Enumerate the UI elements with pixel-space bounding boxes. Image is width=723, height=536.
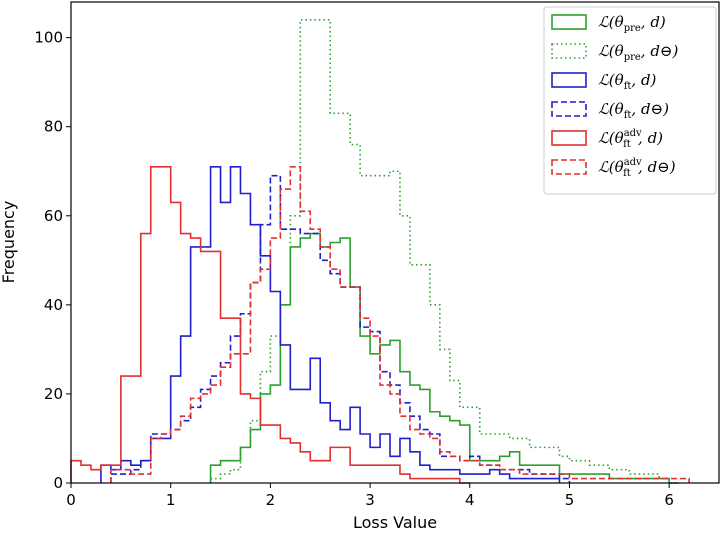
y-tick-label: 20 — [44, 385, 63, 403]
legend-entry: ℒ(θft, d⊖) — [551, 100, 669, 121]
legend-label-sup: adv — [624, 128, 642, 139]
x-tick-label: 1 — [166, 491, 176, 509]
legend-swatch — [551, 130, 587, 146]
x-tick-label: 6 — [664, 491, 674, 509]
legend-label-main: ℒ(θ — [598, 13, 624, 31]
legend-label-tail: , d⊖) — [631, 100, 669, 118]
series-2-histogram — [100, 165, 561, 483]
legend-label-tail: , d⊖) — [641, 42, 679, 60]
y-tick-label: 60 — [44, 207, 63, 225]
legend-label: ℒ(θpre, d) — [598, 13, 666, 34]
legend-label: ℒ(θft, d) — [598, 71, 657, 92]
legend-swatch — [551, 43, 587, 59]
x-axis-ticks: 0 1 2 3 4 5 6 — [66, 483, 674, 509]
x-tick-label: 0 — [66, 491, 76, 509]
legend-entry: ℒ(θpre, d) — [551, 13, 666, 34]
series-0-histogram — [209, 232, 680, 484]
legend-swatch — [551, 72, 587, 88]
legend-label-tail: , d) — [638, 129, 663, 147]
y-tick-label: 100 — [34, 29, 63, 47]
legend-swatch — [551, 159, 587, 175]
legend-label-main: ℒ(θ — [598, 71, 624, 89]
legend-label-main: ℒ(θ — [598, 129, 624, 147]
legend-label-tail: , d⊖) — [638, 158, 676, 176]
x-tick-label: 4 — [465, 491, 475, 509]
x-tick-label: 3 — [365, 491, 375, 509]
x-axis-label: Loss Value — [353, 513, 437, 532]
legend: ℒ(θpre, d)ℒ(θpre, d⊖)ℒ(θft, d)ℒ(θft, d⊖)… — [543, 6, 717, 195]
legend-entries: ℒ(θpre, d)ℒ(θpre, d⊖)ℒ(θft, d)ℒ(θft, d⊖)… — [551, 13, 679, 179]
legend-label-sub: ft — [624, 81, 632, 92]
legend-label-sub: ft — [623, 139, 631, 150]
legend-label-main: ℒ(θ — [598, 42, 624, 60]
series-5-histogram — [110, 165, 690, 483]
legend-label: ℒ(θadv ft , d⊖) — [598, 157, 676, 179]
legend-label-sup: adv — [624, 157, 642, 168]
legend-label: ℒ(θpre, d⊖) — [598, 42, 679, 63]
legend-label-main: ℒ(θ — [598, 158, 624, 176]
histogram-series-layer — [70, 19, 690, 484]
legend-label-sub: pre — [624, 23, 641, 34]
y-axis-ticks: 0 20 40 60 80 100 — [34, 29, 71, 492]
legend-label: ℒ(θft, d⊖) — [598, 100, 669, 121]
y-tick-label: 0 — [53, 474, 63, 492]
legend-label-sub: ft — [624, 110, 632, 121]
legend-entry: ℒ(θadv ft , d⊖) — [551, 157, 676, 179]
legend-entry: ℒ(θpre, d⊖) — [551, 42, 679, 63]
legend-entry: ℒ(θadv ft , d) — [551, 128, 663, 150]
legend-label-sub: pre — [624, 52, 641, 63]
plot-frame — [70, 1, 720, 484]
legend-entry: ℒ(θft, d) — [551, 71, 657, 92]
y-axis-label: Frequency — [0, 201, 18, 284]
legend-label: ℒ(θadv ft , d) — [598, 128, 663, 150]
y-tick-label: 40 — [44, 296, 63, 314]
series-4-histogram — [70, 165, 470, 484]
legend-label-tail: , d) — [631, 71, 656, 89]
x-tick-label: 2 — [266, 491, 276, 509]
legend-label-tail: , d) — [641, 13, 666, 31]
legend-swatch — [551, 14, 587, 30]
y-tick-label: 80 — [44, 118, 63, 136]
legend-swatch — [551, 101, 587, 117]
legend-label-sub: ft — [623, 168, 631, 179]
legend-label-main: ℒ(θ — [598, 100, 624, 118]
legend-box — [543, 6, 717, 195]
series-3-histogram — [110, 174, 571, 483]
x-tick-label: 5 — [565, 491, 575, 509]
